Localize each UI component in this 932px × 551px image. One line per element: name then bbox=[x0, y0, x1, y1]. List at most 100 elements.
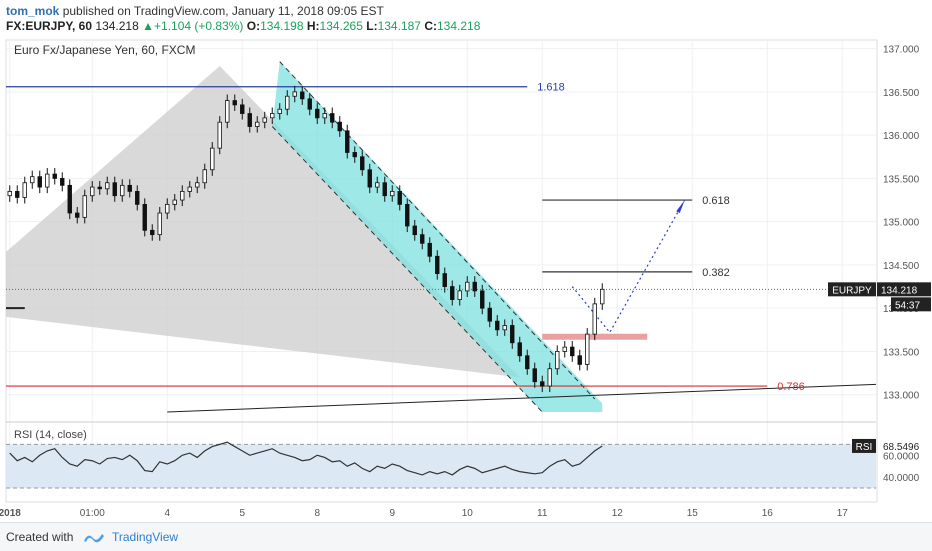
change-arrow-icon: ▲ bbox=[142, 19, 155, 33]
low-label: L: bbox=[366, 19, 378, 33]
created-with-label: Created with bbox=[6, 530, 74, 544]
high-label: H: bbox=[306, 19, 320, 33]
projection-path bbox=[571, 199, 686, 334]
time-tick-label: 12 bbox=[612, 508, 624, 519]
candle-body bbox=[577, 355, 582, 365]
candle-body bbox=[510, 325, 515, 344]
candle-body bbox=[442, 273, 447, 287]
candle-body bbox=[45, 173, 50, 188]
countdown-tag: 54:37 bbox=[895, 300, 920, 311]
low-value: 134.187 bbox=[377, 19, 421, 33]
chart-header: tom_mok published on TradingView.com, Ja… bbox=[0, 0, 932, 36]
time-tick-label: 5 bbox=[239, 508, 245, 519]
candle-body bbox=[495, 320, 500, 331]
symbol-tag: EURJPY bbox=[832, 285, 872, 296]
candle-body bbox=[150, 229, 155, 236]
time-tick-label: 01:00 bbox=[80, 508, 105, 519]
countdown-tag-bg bbox=[891, 297, 931, 312]
symbol-tag-bg bbox=[828, 282, 876, 297]
candle-body bbox=[127, 184, 132, 192]
candle-body bbox=[120, 184, 125, 197]
tradingview-link[interactable]: TradingView bbox=[112, 530, 179, 544]
candle-body bbox=[307, 98, 312, 110]
symbol-label: FX:EURJPY, 60 bbox=[6, 19, 93, 33]
candle-body bbox=[202, 169, 207, 184]
candle-body bbox=[90, 186, 95, 197]
candle-body bbox=[390, 190, 395, 197]
candle-body bbox=[547, 368, 552, 387]
candle-body bbox=[217, 121, 222, 149]
candle-body bbox=[75, 212, 80, 218]
candle-body bbox=[562, 346, 567, 352]
candle-body bbox=[22, 182, 27, 198]
tradingview-logo-icon[interactable] bbox=[82, 529, 106, 545]
chart-title: Euro Fx/Japanese Yen, 60, FXCM bbox=[14, 43, 195, 57]
candle-body bbox=[397, 190, 402, 205]
rsi-tick-label: 40.0000 bbox=[883, 473, 920, 484]
time-tick-label: 17 bbox=[837, 508, 849, 519]
candle-body bbox=[345, 130, 350, 153]
candle-body bbox=[285, 95, 290, 110]
candle-body bbox=[105, 182, 110, 190]
open-value: 134.198 bbox=[260, 19, 304, 33]
price-tick-label: 133.000 bbox=[883, 391, 920, 402]
publish-line: tom_mok published on TradingView.com, Ja… bbox=[6, 4, 384, 18]
author-link[interactable]: tom_mok bbox=[6, 4, 60, 18]
time-tick-label: 4 bbox=[164, 508, 170, 519]
fib-level-label: 1.618 bbox=[537, 82, 565, 94]
candle-body bbox=[480, 290, 485, 309]
candle-body bbox=[225, 100, 230, 123]
fib-level-label: 0.382 bbox=[702, 267, 730, 279]
candle-body bbox=[517, 342, 522, 357]
candle-body bbox=[585, 333, 590, 365]
price-tick-label: 136.500 bbox=[883, 88, 920, 99]
candle-body bbox=[352, 152, 357, 158]
candle-body bbox=[187, 186, 192, 192]
candle-body bbox=[262, 117, 267, 123]
published-text: published on TradingView.com, January 11… bbox=[62, 4, 384, 18]
high-value: 134.265 bbox=[319, 19, 363, 33]
candle-body bbox=[270, 113, 275, 119]
candle-body bbox=[405, 203, 410, 227]
candle-body bbox=[525, 355, 530, 370]
candle-body bbox=[382, 182, 387, 197]
axes: 137.000 136.500 136.000 135.500 135.000 134.5… bbox=[0, 45, 931, 519]
time-tick-label: 2018 bbox=[0, 508, 21, 519]
fib-level-label: 0.786 bbox=[777, 381, 805, 393]
candle-body bbox=[360, 156, 365, 171]
candle-body bbox=[292, 91, 297, 97]
last-price-tag-bg bbox=[877, 282, 931, 297]
candle-body bbox=[157, 212, 162, 236]
candle-body bbox=[255, 121, 260, 127]
time-tick-label: 10 bbox=[462, 508, 474, 519]
candle-body bbox=[60, 178, 65, 186]
candle-body bbox=[7, 190, 12, 197]
candle-body bbox=[247, 113, 252, 127]
candle-body bbox=[195, 182, 200, 188]
candle-body bbox=[532, 368, 537, 383]
candle-body bbox=[112, 182, 117, 197]
candle-body bbox=[330, 113, 335, 123]
candle-body bbox=[487, 307, 492, 322]
candle-body bbox=[465, 281, 470, 292]
time-tick-label: 11 bbox=[537, 508, 548, 519]
candle-body bbox=[30, 176, 35, 184]
close-value: 134.218 bbox=[436, 19, 481, 33]
candle-body bbox=[592, 303, 597, 335]
footer: Created with TradingView bbox=[0, 522, 932, 551]
ohlc-line: FX:EURJPY, 60 134.218 ▲+1.104 (+0.83%) O… bbox=[6, 19, 480, 33]
candle-body bbox=[277, 108, 282, 114]
candle-body bbox=[337, 121, 342, 132]
last-price: 134.218 bbox=[95, 19, 139, 33]
candle-body bbox=[412, 225, 417, 236]
rsi-value-label: 68.5496 bbox=[883, 442, 920, 453]
rsi-tag: RSI bbox=[856, 442, 873, 453]
projection-arrowhead bbox=[676, 200, 685, 214]
candle-body bbox=[232, 100, 237, 106]
rising-trendline bbox=[167, 383, 877, 413]
candle-body bbox=[97, 186, 102, 190]
chart-canvas[interactable]: 1.618 0.618 0.382 0.786 137.000 136.500 136.0… bbox=[0, 36, 932, 522]
fib-level-label: 0.618 bbox=[702, 195, 730, 207]
last-price-tag: 134.218 bbox=[881, 285, 918, 296]
candle-body bbox=[142, 203, 147, 231]
